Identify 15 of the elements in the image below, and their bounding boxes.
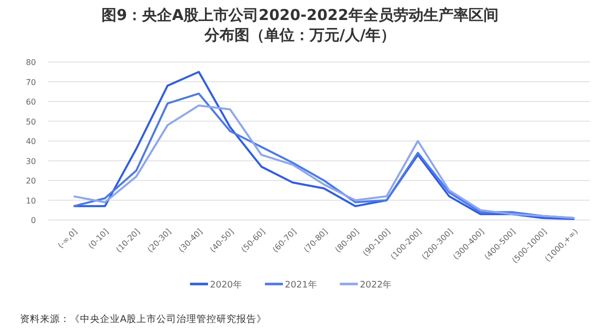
y-tick-label: 0 <box>30 216 36 225</box>
y-tick-label: 60 <box>26 98 36 106</box>
text: 资料来源：《中央企业A股上市公司治理管控研究报告》 <box>20 313 266 325</box>
y-tick-label: 40 <box>26 137 36 146</box>
line-series <box>72 70 576 220</box>
y-tick-label: 10 <box>26 196 36 206</box>
legend-label: 2021年 <box>284 280 317 290</box>
y-tick-label: 80 <box>26 58 36 67</box>
y-tick-label: 70 <box>26 78 36 87</box>
y-tick-label: 20 <box>26 176 36 186</box>
y-tick-label: 30 <box>26 156 36 166</box>
y-tick-label: 50 <box>26 117 36 126</box>
chart-title: 图9：央企A股上市公司2020-2022年全员劳动生产率区间分布图（单位：万元/人/年） <box>102 6 498 44</box>
legend-label: 2022年 <box>360 280 392 290</box>
legend-label: 2020年 <box>210 280 242 290</box>
